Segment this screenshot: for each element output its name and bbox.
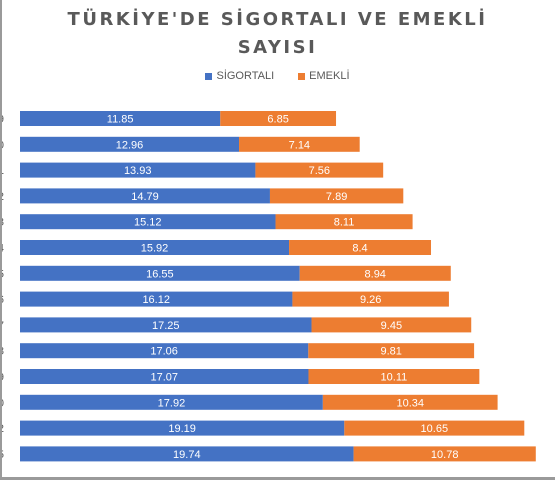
bar-sigortali [20,369,309,384]
data-label-emekli: 10.11 [381,372,408,384]
bar-emekli [239,136,360,152]
data-label-sigortali: 13.93 [124,165,152,177]
chart-title-line-2: SAYISI [237,37,318,58]
category-label: 7 [0,320,4,332]
data-label-sigortali: 17.07 [150,372,178,384]
bar-sigortali [20,162,256,178]
data-label-sigortali: 19.19 [168,423,196,435]
bar-emekli [275,214,413,230]
legend-swatch-emekli [298,72,306,80]
bar-emekli [220,111,337,126]
data-label-sigortali: 14.79 [131,191,159,203]
data-label-sigortali: 17.92 [158,397,186,409]
data-label-emekli: 10.34 [396,397,424,409]
data-label-emekli: 8.94 [365,268,386,280]
bar-sigortali [20,188,270,204]
bar-sigortali [20,291,293,307]
data-label-sigortali: 17.06 [150,346,178,358]
legend-item-sigortali: SİGORTALI [205,70,274,82]
data-label-emekli: 8.11 [334,217,355,229]
category-label: 4 [0,243,4,255]
data-label-sigortali: 15.12 [134,217,162,229]
bar-emekli [255,162,384,178]
legend-label-sigortali: SİGORTALI [216,70,275,82]
category-label: 9 [0,372,4,384]
bar-sigortali [20,394,323,410]
data-label-sigortali: 16.55 [146,268,174,280]
category-label: 0 [0,397,4,409]
category-label: 5 [0,449,4,461]
bar-emekli [353,446,536,462]
category-label: 9 [0,114,4,126]
legend-item-emekli: EMEKLİ [298,70,350,82]
data-label-sigortali: 19.74 [173,449,201,461]
data-label-emekli: 7.89 [326,191,347,203]
data-label-sigortali: 11.85 [107,114,134,126]
category-label: 2 [0,191,4,203]
bar-sigortali [20,343,309,359]
bar-sigortali [20,317,312,333]
data-label-sigortali: 17.25 [152,320,180,332]
data-label-emekli: 7.56 [309,165,330,177]
bar-sigortali [20,446,354,462]
bar-emekli [311,317,472,333]
legend-label-emekli: EMEKLİ [309,70,350,82]
bar-sigortali [20,240,290,255]
bar-emekli [322,394,498,410]
data-label-emekli: 6.85 [267,114,288,126]
data-label-emekli: 9.26 [360,294,381,306]
bar-emekli [344,420,525,436]
bar-emekli [269,188,404,204]
bar-emekli [289,240,432,255]
category-label: 8 [0,346,4,358]
legend-swatch-sigortali [205,72,213,80]
data-label-emekli: 10.65 [421,423,449,435]
bar-emekli [308,343,475,359]
category-label: 3 [0,217,4,229]
category-label: 2 [0,423,4,435]
data-label-sigortali: 16.12 [142,294,170,306]
bar-emekli [292,291,449,307]
bar-sigortali [20,111,221,126]
bar-sigortali [20,420,345,436]
bar-sigortali [20,136,240,152]
chart-title: TÜRKİYE'DE SİGORTALI VE EMEKLİ SAYISI [0,6,555,62]
data-label-sigortali: 12.96 [116,139,144,151]
data-label-emekli: 9.81 [380,346,401,358]
data-label-emekli: 8.4 [352,243,367,255]
data-label-emekli: 9.45 [381,320,402,332]
data-label-emekli: 7.14 [289,139,310,151]
category-label: 1 [0,165,4,177]
legend: SİGORTALI EMEKLİ [0,70,555,82]
category-label: 0 [0,139,4,151]
data-label-emekli: 10.78 [431,449,459,461]
bar-emekli [308,369,480,384]
bar-sigortali [20,265,300,281]
category-label: 6 [0,294,4,306]
frame-bottom-edge [0,477,555,480]
data-label-sigortali: 15.92 [141,243,169,255]
bar-sigortali [20,214,276,230]
chart-title-line-1: TÜRKİYE'DE SİGORTALI VE EMEKLİ [67,9,488,30]
bar-emekli [299,265,451,281]
category-label: 5 [0,268,4,280]
frame-left-edge [0,0,2,480]
